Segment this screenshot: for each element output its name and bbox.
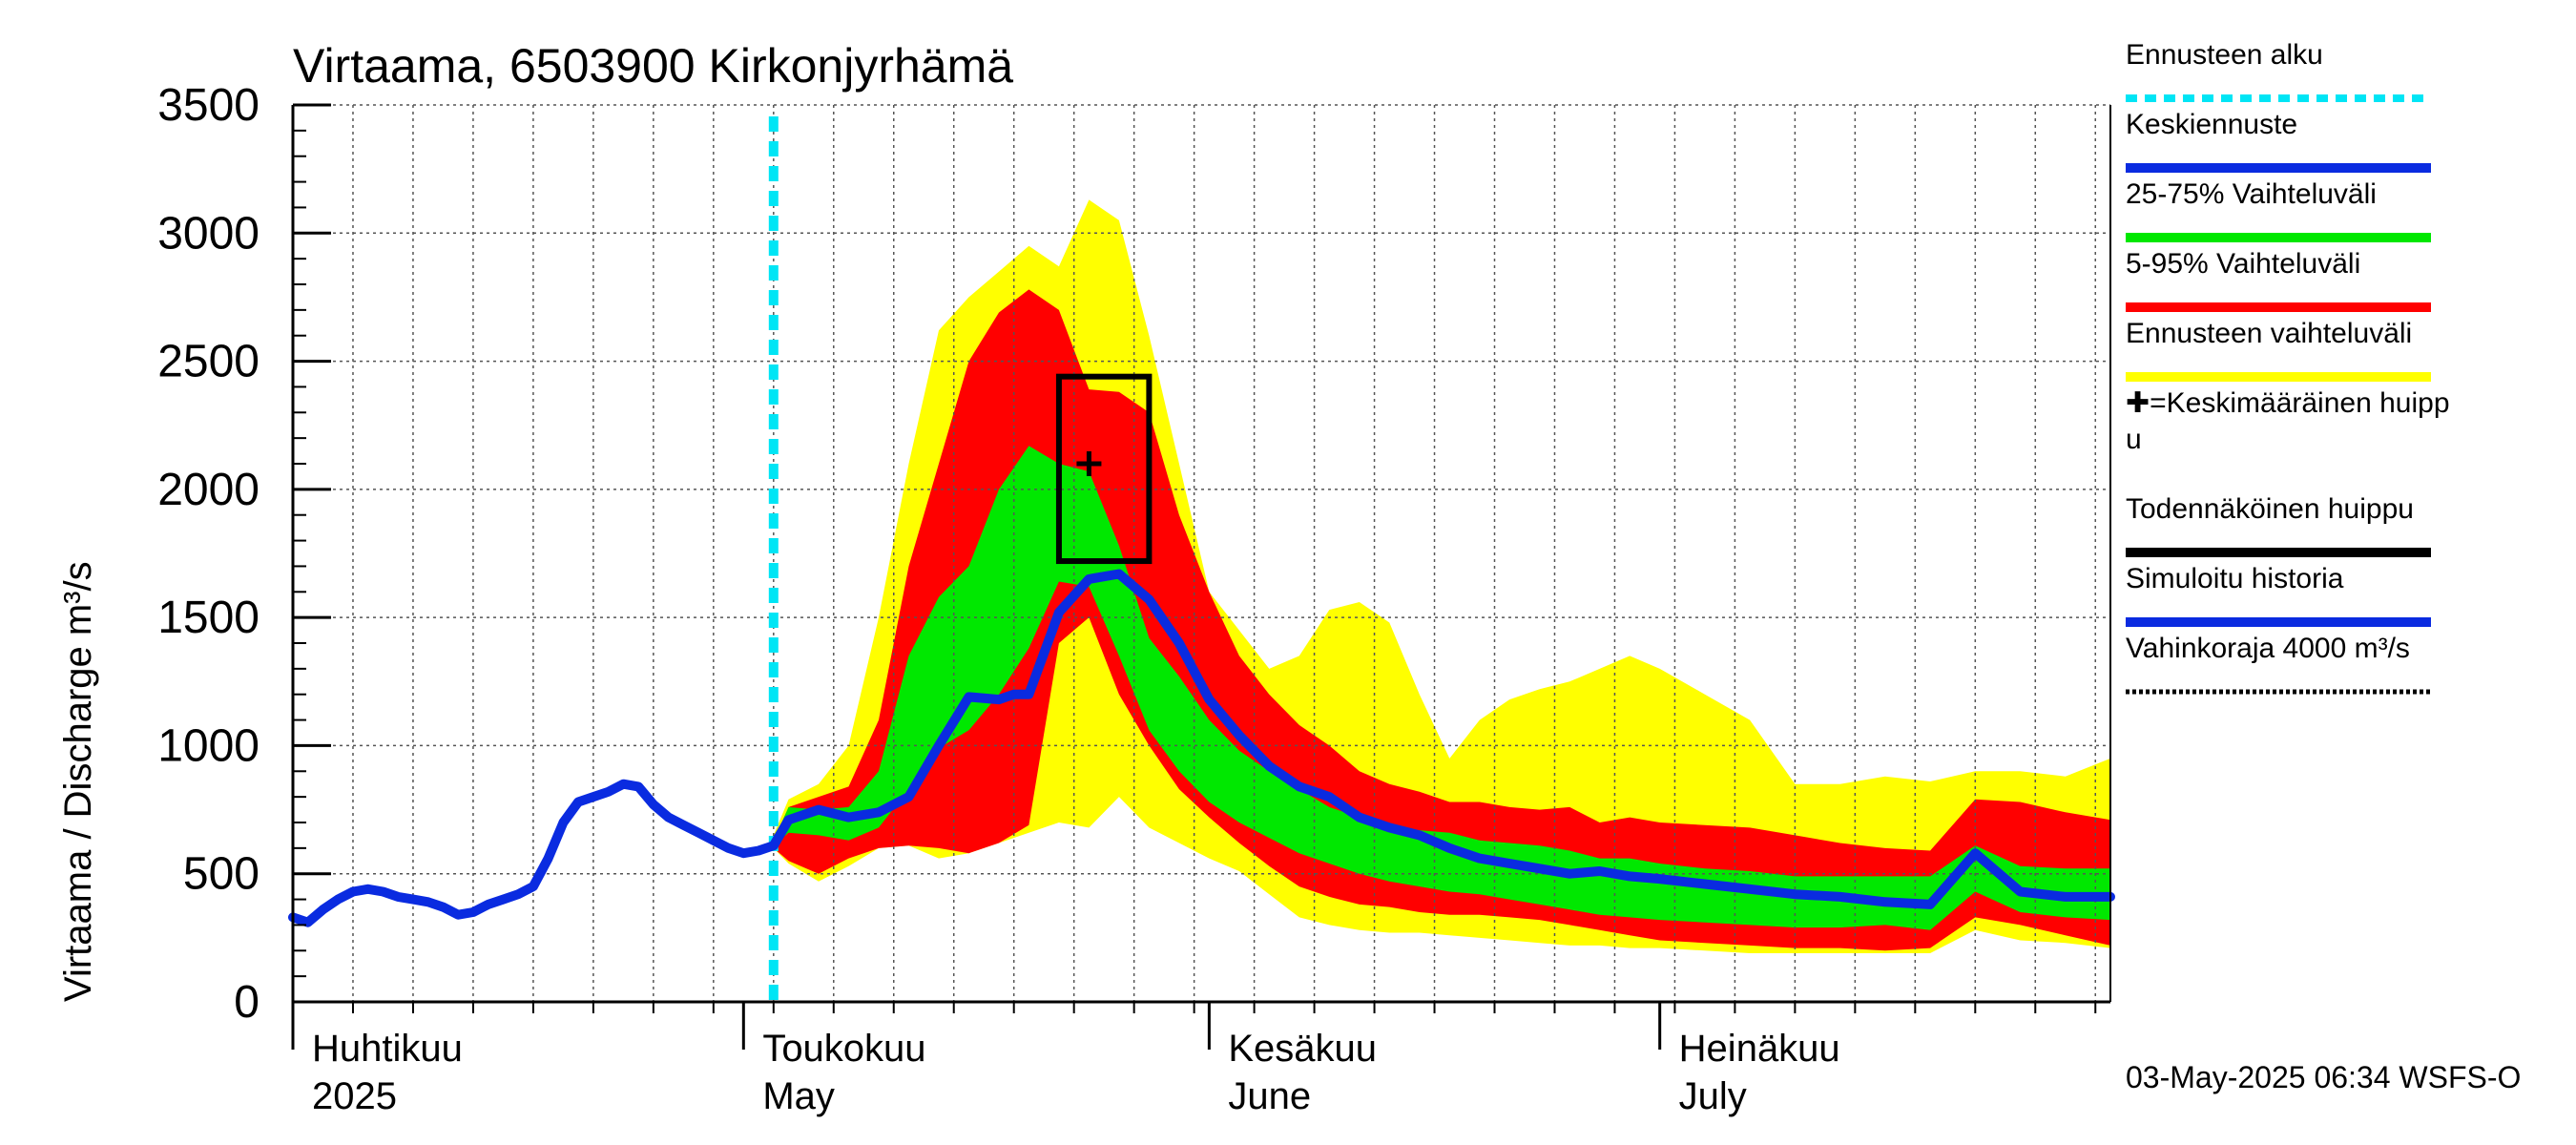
legend-label: Ennusteen vaihteluväli bbox=[2126, 318, 2412, 349]
y-axis-label: Virtaama / Discharge m³/s bbox=[57, 561, 99, 1002]
x-month-label: Toukokuu bbox=[762, 1028, 925, 1070]
legend-label: Vahinkoraja 4000 m³/s bbox=[2126, 633, 2410, 664]
legend-label: Todennäköinen huippu bbox=[2126, 493, 2414, 525]
band-25-75 bbox=[773, 446, 2110, 930]
legend-label: 5-95% Vaihteluväli bbox=[2126, 248, 2360, 280]
legend-label: Keskiennuste bbox=[2126, 109, 2297, 140]
band-full-range bbox=[773, 199, 2110, 953]
probable-peak-box bbox=[1055, 373, 1153, 565]
legend-label: ✚=Keskimääräinen huipp bbox=[2126, 387, 2450, 419]
y-tick-label: 2500 bbox=[157, 337, 260, 387]
x-month-label: Kesäkuu bbox=[1228, 1028, 1377, 1070]
x-month-sublabel: 2025 bbox=[312, 1075, 397, 1117]
grid-lines bbox=[293, 104, 2110, 1002]
series-lines bbox=[288, 116, 2115, 1002]
x-month-sublabel: May bbox=[762, 1075, 835, 1117]
y-tick-label: 1000 bbox=[157, 720, 260, 771]
chart-title: Virtaama, 6503900 Kirkonjyrhämä bbox=[293, 39, 1013, 93]
simulated-history-line bbox=[288, 779, 779, 927]
axes: 0 500 1000 1500 2000 2500 3000 3500 Huhtikuu 2025… bbox=[157, 80, 2111, 1117]
y-tick-label: 2000 bbox=[157, 465, 260, 515]
y-tick-label: 1500 bbox=[157, 593, 260, 643]
x-month-sublabel: July bbox=[1679, 1075, 1747, 1117]
y-tick-label: 3000 bbox=[157, 208, 260, 259]
forecast-bands bbox=[773, 199, 2110, 953]
legend-label: 25-75% Vaihteluväli bbox=[2126, 178, 2377, 210]
x-month-label: Huhtikuu bbox=[312, 1028, 463, 1070]
y-tick-label: 3500 bbox=[157, 80, 260, 131]
legend-label-cont: u bbox=[2126, 424, 2142, 455]
y-tick-label: 500 bbox=[183, 849, 260, 900]
x-month-sublabel: June bbox=[1228, 1075, 1311, 1117]
median-forecast-line bbox=[768, 569, 2115, 909]
footer-timestamp: 03-May-2025 06:34 WSFS-O bbox=[2126, 1060, 2521, 1094]
legend-label: Ennusteen alku bbox=[2126, 39, 2323, 71]
x-month-label: Heinäkuu bbox=[1679, 1028, 1840, 1070]
legend: Ennusteen alku Keskiennuste 25-75% Vaihtel… bbox=[2126, 39, 2450, 695]
y-tick-label: 0 bbox=[234, 977, 260, 1028]
legend-label: Simuloitu historia bbox=[2126, 563, 2344, 594]
band-5-95 bbox=[773, 289, 2110, 951]
